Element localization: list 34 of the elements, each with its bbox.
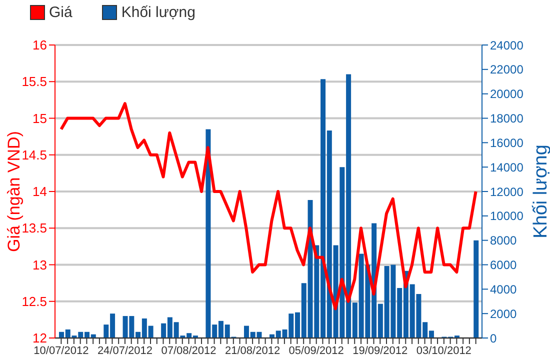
x-tick-label: 03/10/2012	[416, 344, 472, 357]
y2-tick-label: 24000	[490, 38, 524, 52]
y2-tick-label: 16000	[490, 136, 524, 150]
y-tick-label: 13.5	[22, 220, 47, 236]
x-tick-label: 07/08/2012	[161, 344, 216, 357]
y-tick-label: 15	[32, 110, 47, 126]
y2-tick-label: 6000	[490, 258, 518, 272]
legend-label: Khối lượng	[120, 4, 196, 21]
y2-tick-label: 4000	[490, 282, 518, 296]
x-tick-label: 19/09/2012	[352, 344, 408, 357]
y2-tick-label: 8000	[490, 234, 518, 248]
legend-label: Giá	[48, 4, 72, 21]
x-tick-label: 24/07/2012	[97, 344, 153, 357]
y-tick-label: 16	[32, 38, 47, 53]
y-tick-label: 15.5	[22, 74, 47, 90]
bar	[474, 240, 479, 338]
x-tick-label: 05/09/2012	[288, 344, 344, 357]
x-tick-label: 10/07/2012	[34, 344, 89, 357]
y-tick-label: 14.5	[22, 147, 47, 162]
y2-tick-label: 10000	[490, 209, 524, 224]
y2-tick-label: 14000	[490, 160, 524, 174]
line-series	[60, 102, 478, 310]
y2-tick-label: 12000	[490, 184, 524, 199]
y-axis-title: Giá (ngàn VND)	[4, 131, 24, 252]
y-tick-label: 12	[32, 330, 47, 346]
y2-tick-label: 0	[490, 331, 497, 346]
y2-tick-label: 22000	[490, 62, 524, 77]
y2-tick-label: 18000	[490, 112, 524, 126]
y2-tick-label: 20000	[490, 87, 524, 102]
y2-tick-label: 2000	[490, 306, 518, 321]
x-tick-label: 21/08/2012	[225, 344, 280, 357]
y-tick-label: 12.5	[22, 294, 47, 309]
y-tick-label: 14	[32, 184, 47, 200]
y-tick-label: 13	[32, 257, 47, 272]
